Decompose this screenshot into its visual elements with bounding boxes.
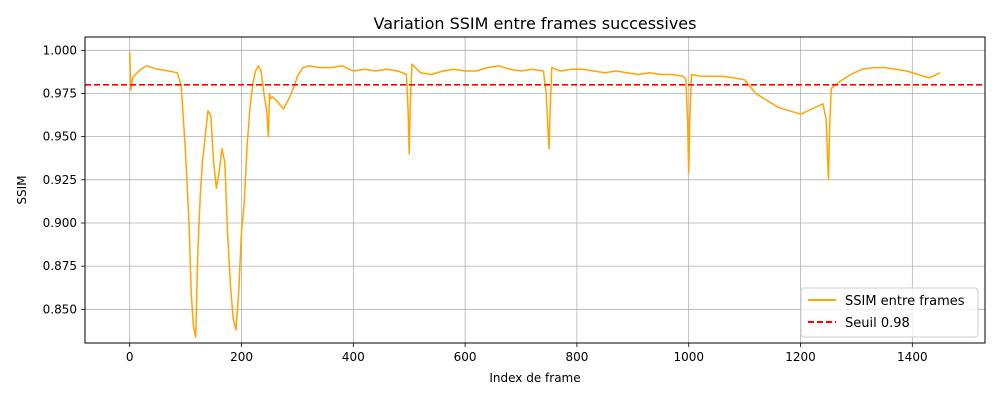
x-tick-label: 200 [230,350,253,364]
legend-label-threshold: Seuil 0.98 [845,316,910,331]
x-axis-label: Index de frame [489,371,580,385]
y-tick-label: 1.000 [43,43,77,57]
x-tick-label: 1200 [785,350,816,364]
y-tick-label: 0.975 [43,86,77,100]
x-tick-label: 0 [126,350,134,364]
y-axis-label: SSIM [15,175,29,204]
y-tick-label: 0.925 [43,173,77,187]
grid [85,37,985,343]
x-tick-label: 600 [454,350,477,364]
y-tick-label: 0.900 [43,216,77,230]
x-tick-label: 1000 [673,350,704,364]
legend-box [800,287,979,338]
legend: SSIM entre frames Seuil 0.98 [800,287,979,338]
y-tick-label: 0.950 [43,130,77,144]
plot-frame [84,36,986,344]
x-tick-label: 1400 [897,350,928,364]
y-axis-ticks: 0.850 0.875 0.900 0.925 0.950 0.975 1.000 [43,43,85,316]
chart-title: Variation SSIM entre frames successives [374,14,697,33]
y-tick-label: 0.875 [43,259,77,273]
legend-label-ssim: SSIM entre frames [845,294,965,309]
x-axis-ticks: 0 200 400 600 800 1000 1200 1400 [126,343,928,364]
ssim-series-line [128,51,941,338]
series-lines [85,51,985,338]
x-tick-label: 400 [342,350,365,364]
x-tick-label: 800 [565,350,588,364]
y-tick-label: 0.850 [43,302,77,316]
